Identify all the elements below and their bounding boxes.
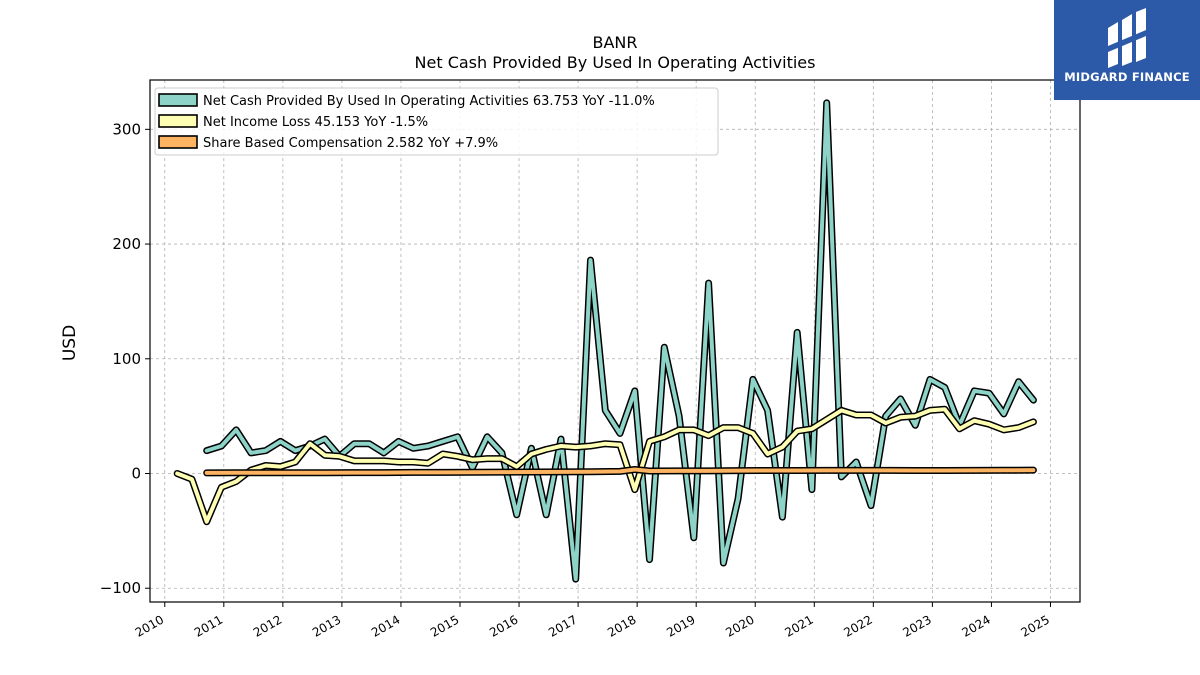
series-line-outline	[203, 99, 1037, 583]
x-tick-label: 2016	[487, 612, 520, 639]
y-tick-label: 300	[112, 120, 141, 138]
series-line	[204, 467, 1036, 475]
brand-logo: MIDGARD FINANCE	[1054, 0, 1200, 100]
x-tick-label: 2012	[251, 612, 284, 639]
chart-subtitle: Net Cash Provided By Used In Operating A…	[415, 53, 816, 72]
y-axis-label: USD	[60, 325, 80, 361]
y-tick-label: −100	[100, 579, 141, 597]
y-tick-label: 100	[112, 350, 141, 368]
x-tick-label: 2023	[900, 612, 933, 639]
series-line	[204, 100, 1036, 582]
series-line-outline	[173, 405, 1037, 526]
series-2	[203, 466, 1037, 477]
x-tick-label: 2019	[664, 612, 697, 639]
x-axis-ticks: 2010 2011 2012 2013 2014 2015 2016 2017 2018 2019…	[133, 602, 1052, 640]
legend-entry: Share Based Compensation 2.582 YoY +7.9%	[203, 136, 498, 151]
legend-swatch	[158, 114, 198, 128]
y-tick-label: 200	[112, 235, 141, 253]
x-tick-label: 2014	[369, 612, 402, 639]
legend-swatch	[158, 135, 198, 149]
x-tick-label: 2021	[782, 612, 815, 639]
legend-entry: Net Income Loss 45.153 YoY -1.5%	[203, 115, 428, 130]
y-axis-ticks: −100 0 100 200 300	[100, 120, 150, 597]
x-tick-label: 2020	[723, 612, 756, 639]
series-line	[175, 407, 1036, 524]
legend-entry: Net Cash Provided By Used In Operating A…	[203, 94, 655, 109]
legend-swatch	[158, 93, 198, 107]
chart-title: BANR	[592, 33, 637, 52]
x-tick-label: 2018	[605, 612, 638, 639]
legend-box	[154, 87, 719, 156]
x-tick-label: 2010	[133, 612, 166, 639]
x-tick-label: 2022	[841, 612, 874, 639]
y-tick-label: 0	[131, 465, 141, 483]
series-layer	[173, 99, 1037, 583]
x-tick-label: 2011	[192, 612, 225, 639]
midgard-logo-icon	[1108, 8, 1146, 68]
series-1	[173, 405, 1037, 526]
x-tick-label: 2024	[959, 612, 992, 639]
grid	[150, 80, 1080, 602]
legend: Net Cash Provided By Used In Operating A…	[154, 87, 719, 156]
brand-name: MIDGARD FINANCE	[1064, 70, 1190, 84]
x-tick-label: 2013	[310, 612, 343, 639]
x-tick-label: 2015	[428, 612, 461, 639]
x-tick-label: 2017	[546, 612, 579, 639]
plot-frame	[149, 79, 1081, 603]
x-tick-label: 2025	[1019, 612, 1052, 639]
series-0	[203, 99, 1037, 583]
